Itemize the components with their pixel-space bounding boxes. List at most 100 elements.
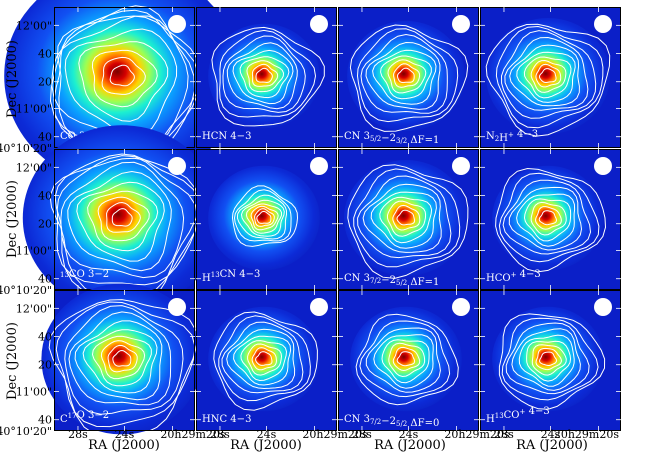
contour-level-2 [101, 56, 146, 95]
contour-level-7 [68, 311, 172, 406]
contour-level-8 [353, 168, 461, 268]
beam-icon [168, 157, 186, 175]
contour-level-5 [76, 181, 165, 262]
transition-label: HCN 4−3 [202, 131, 251, 142]
panel-cn-3-7-2-2-5-2-f0: CN 37/2−25/2 ΔF=0 [338, 290, 479, 431]
contour-level-5 [370, 191, 437, 249]
contour-level-8 [218, 315, 311, 402]
transition-label: CN 37/2−25/2 ΔF=1 [344, 273, 439, 288]
transition-label: H13CO+ 4−3 [486, 406, 550, 425]
dec-tick-label: 40 [38, 331, 52, 344]
dec-tick-label: +40°10'20" [0, 425, 52, 438]
dec-tick-label: 12'00" [16, 302, 52, 315]
contour-level-6 [511, 328, 581, 391]
dec-tick-label: 11'00" [16, 103, 52, 116]
contour-level-1 [256, 210, 272, 224]
contour-level-3 [387, 200, 427, 237]
contour-level-8 [501, 317, 599, 401]
tick-marks [480, 290, 621, 431]
contour-level-4 [87, 190, 159, 252]
dec-tick-label: 20 [38, 359, 52, 372]
tick-marks [338, 290, 479, 431]
contour-level-6 [362, 183, 442, 253]
ylabel-row-2: Dec (J2000) [5, 180, 20, 258]
transition-label: H13CN 4−3 [202, 269, 260, 284]
panel-13co-3-2: 13CO 3−2 [22, 125, 222, 311]
contour-level-5 [518, 334, 575, 387]
panel-h13co-4-3: H13CO+ 4−3 [480, 290, 621, 431]
emission-map [41, 283, 203, 435]
beam-icon [310, 15, 328, 33]
panel-h13cn-4-3: H13CN 4−3 [196, 149, 337, 290]
contour-level-4 [381, 339, 430, 384]
contour-level-3 [388, 342, 426, 378]
transition-label: C17O 3−2 [60, 410, 109, 425]
contour-level-9 [213, 311, 318, 411]
contour-level-3 [97, 196, 150, 242]
ra-tick-label: 28s [210, 428, 230, 441]
beam-icon [452, 157, 470, 175]
contour-set [495, 167, 607, 273]
panel-n2h-4-3: N2H+ 4−3 [480, 7, 621, 148]
contour-level-4 [91, 335, 152, 387]
transition-label: HCO+ 4−3 [486, 269, 541, 284]
ra-tick-label: 24s [399, 428, 419, 441]
contour-level-5 [373, 334, 434, 389]
contour-set [498, 313, 606, 410]
beam-icon [310, 157, 328, 175]
contour-level-7 [505, 322, 590, 395]
dec-tick-label: 40 [38, 414, 52, 427]
contour-level-8 [231, 185, 299, 247]
transition-label: 13CO 3−2 [60, 269, 109, 280]
contour-level-6 [226, 42, 298, 110]
panel-co-3-2: CO 3−2 [4, 0, 240, 187]
contour-set [211, 26, 325, 127]
xlabel-col-2: RA (J2000) [230, 438, 302, 453]
contour-level-7 [221, 321, 304, 394]
contour-level-5 [516, 51, 576, 103]
contour-level-7 [502, 179, 592, 255]
contour-set [213, 311, 318, 411]
contour-level-3 [100, 340, 146, 380]
contour-level-1 [396, 209, 416, 226]
tick-marks [338, 149, 479, 290]
contour-level-7 [60, 161, 185, 279]
contour-level-6 [365, 41, 441, 110]
ra-tick-label: 20h29m20s [302, 428, 368, 441]
dec-tick-label: 40 [38, 131, 52, 144]
dec-tick-label: 12'00" [16, 161, 52, 174]
contour-level-6 [508, 186, 583, 251]
beam-icon [452, 15, 470, 33]
tick-marks [480, 7, 621, 148]
xlabel-col-3: RA (J2000) [374, 438, 446, 453]
contour-level-9 [347, 164, 469, 279]
contour-level-8 [64, 305, 184, 415]
contour-level-9 [211, 26, 325, 127]
emission-map [208, 165, 320, 271]
dec-tick-label: 40 [38, 190, 52, 203]
contour-level-5 [233, 335, 292, 386]
tick-marks [196, 149, 337, 290]
ra-tick-label: 28s [494, 428, 514, 441]
contour-level-2 [393, 63, 421, 88]
emission-map [208, 306, 320, 412]
transition-label: HNC 4−3 [202, 414, 251, 425]
contour-level-5 [64, 28, 178, 137]
dec-tick-label: 11'00" [16, 386, 52, 399]
contour-level-4 [240, 340, 288, 382]
contour-level-4 [78, 41, 169, 122]
ra-tick-label: 24s [115, 428, 135, 441]
beam-icon [452, 298, 470, 316]
contour-level-6 [236, 194, 287, 240]
panel-hnc-4-3: HNC 4−3 [196, 290, 337, 431]
beam-icon [594, 298, 612, 316]
contour-level-2 [392, 346, 421, 372]
contour-level-3 [246, 60, 285, 93]
beam-icon [168, 298, 186, 316]
dec-tick-label: 20 [38, 76, 52, 89]
ylabel-row-1: Dec (J2000) [5, 40, 20, 118]
contour-level-1 [396, 351, 416, 367]
contour-level-1 [112, 349, 132, 367]
transition-label: CN 35/2−23/2 ΔF=1 [344, 131, 439, 146]
